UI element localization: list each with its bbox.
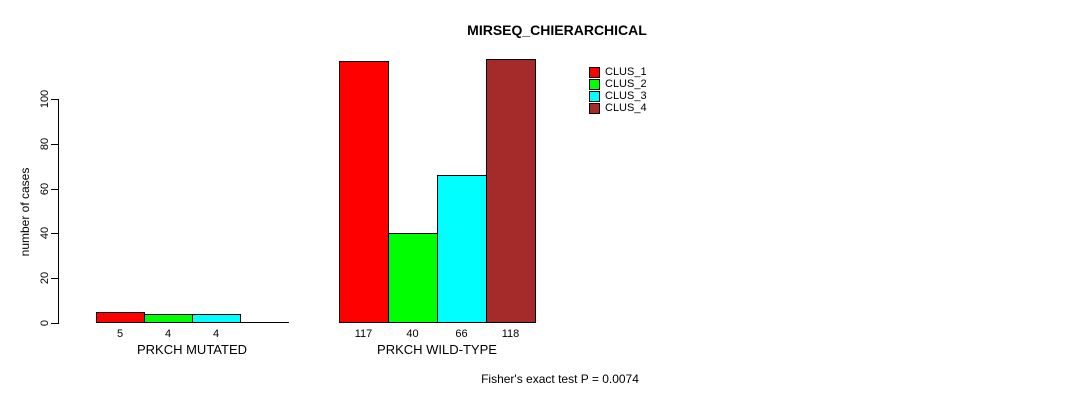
bar-value-label: 66 bbox=[455, 328, 468, 340]
y-tick-label: 80 bbox=[39, 137, 51, 151]
y-tick-label: 100 bbox=[39, 89, 51, 109]
bar-value-label: 5 bbox=[116, 328, 124, 340]
legend-label-clus_3: CLUS_3 bbox=[605, 90, 647, 102]
y-tick-label: 60 bbox=[39, 182, 51, 196]
bar-value-label: 118 bbox=[501, 328, 520, 340]
legend-label-clus_2: CLUS_2 bbox=[605, 78, 647, 90]
bar-clus_3 bbox=[192, 314, 241, 323]
legend-swatch-clus_1 bbox=[589, 67, 600, 78]
y-tick-label: 40 bbox=[39, 226, 51, 240]
y-tick bbox=[51, 278, 58, 279]
y-tick-label: 0 bbox=[39, 319, 51, 327]
y-axis-label: number of cases bbox=[18, 167, 32, 257]
annotation-text: Fisher's exact test P = 0.0074 bbox=[481, 372, 639, 386]
legend-swatch-clus_2 bbox=[589, 79, 600, 90]
y-tick-label: 20 bbox=[39, 271, 51, 285]
x-group-label: PRKCH MUTATED bbox=[136, 342, 248, 357]
y-tick bbox=[51, 233, 58, 234]
y-tick bbox=[51, 323, 58, 324]
bar-clus_4-zero bbox=[240, 322, 289, 323]
bar-clus_1 bbox=[96, 312, 145, 323]
legend-label-clus_4: CLUS_4 bbox=[605, 102, 647, 114]
y-tick bbox=[51, 99, 58, 100]
legend-label-clus_1: CLUS_1 bbox=[605, 66, 647, 78]
legend-swatch-clus_3 bbox=[589, 91, 600, 102]
bar-clus_2 bbox=[144, 314, 193, 323]
x-group-label: PRKCH WILD-TYPE bbox=[377, 342, 497, 357]
y-tick bbox=[51, 189, 58, 190]
y-tick bbox=[51, 144, 58, 145]
y-axis-line bbox=[58, 99, 59, 324]
bar-value-label: 4 bbox=[164, 328, 172, 340]
bar-value-label: 4 bbox=[212, 328, 220, 340]
chart-title: MIRSEQ_CHIERARCHICAL bbox=[467, 22, 647, 38]
legend-swatch-clus_4 bbox=[589, 103, 600, 114]
bar-value-label: 117 bbox=[354, 328, 373, 340]
bar-clus_1 bbox=[339, 61, 389, 323]
bar-clus_2 bbox=[388, 233, 438, 323]
bar-value-label: 40 bbox=[406, 328, 419, 340]
bar-clus_3 bbox=[437, 175, 487, 323]
bar-clus_4 bbox=[486, 59, 536, 323]
